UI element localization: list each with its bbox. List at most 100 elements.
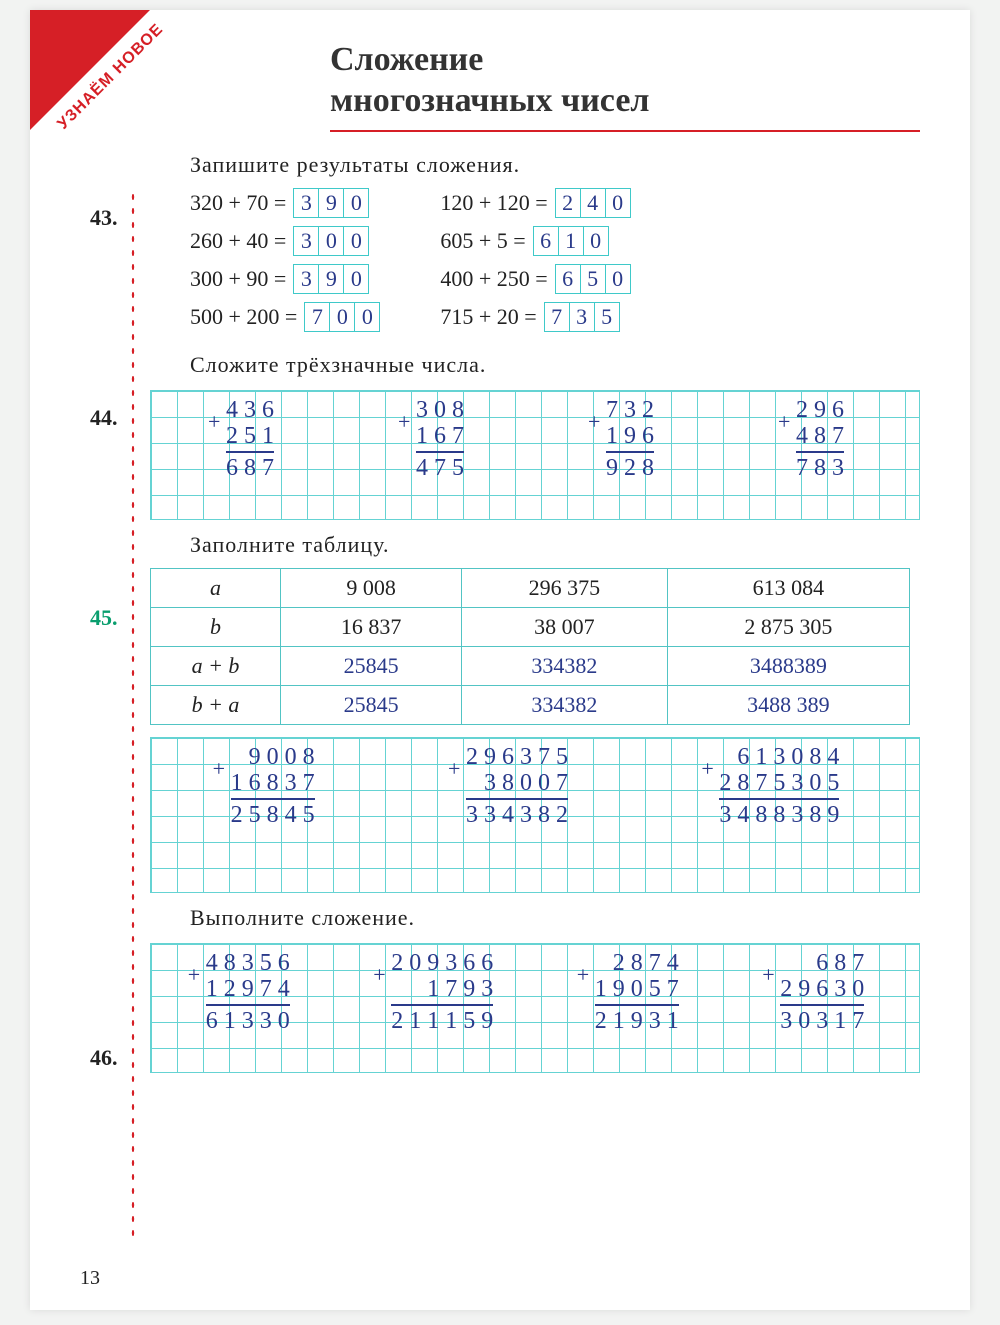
- equation-row: 300 + 90 = 390: [190, 264, 380, 294]
- plus-sign: +: [762, 962, 774, 988]
- cell: 25845: [281, 646, 462, 685]
- addend-bottom: 1 9 6: [606, 423, 654, 449]
- cell: 3488 389: [667, 685, 909, 724]
- answer-cell: 3: [293, 264, 319, 294]
- ex43-body: 320 + 70 =390260 + 40 =300300 + 90 =3905…: [190, 188, 920, 332]
- answer-boxes: 390: [294, 264, 369, 294]
- corner-triangle: [30, 10, 150, 130]
- answer-boxes: 650: [556, 264, 631, 294]
- page-number: 13: [80, 1267, 100, 1290]
- cell: 296 375: [462, 568, 668, 607]
- sum-line: [606, 451, 654, 453]
- ex45-number: 45.: [90, 605, 118, 631]
- answer-cell: 0: [343, 264, 369, 294]
- addend-top: 4 3 6: [226, 397, 274, 423]
- answer-cell: 0: [605, 188, 631, 218]
- ex45-work: +9 0 0 81 6 8 3 7 2 5 8 4 5 +2 9 6 3 7 53 …: [151, 738, 919, 834]
- sum-line: [226, 451, 274, 453]
- equation-row: 320 + 70 =390: [190, 188, 380, 218]
- plus-sign: +: [577, 962, 589, 988]
- answer-boxes: 390: [294, 188, 369, 218]
- equation-lhs: 120 + 120 =: [440, 190, 547, 216]
- sum-line: [796, 451, 844, 453]
- ex44-grid: +4 3 62 5 16 8 7+3 0 81 6 74 7 5+7 3 21 …: [150, 390, 920, 520]
- sum-line: [780, 1004, 864, 1006]
- vertical-addition: +3 0 81 6 74 7 5: [416, 397, 464, 481]
- equation-row: 120 + 120 = 240: [440, 188, 630, 218]
- sum-line: [231, 798, 315, 800]
- addend-bottom: 2 9 6 3 0: [780, 976, 864, 1002]
- ex44-instr: Сложите трёхзначные числа.: [190, 352, 920, 378]
- vertical-addition: +4 3 62 5 16 8 7: [226, 397, 274, 481]
- answer-cell: 0: [318, 226, 344, 256]
- sum-result: 2 5 8 4 5: [231, 802, 315, 828]
- cell: 25845: [281, 685, 462, 724]
- table-row: b + a 25845 334382 3488 389: [151, 685, 910, 724]
- answer-cell: 6: [555, 264, 581, 294]
- addend-bottom: 3 8 0 0 7: [466, 770, 568, 796]
- answer-cell: 0: [329, 302, 355, 332]
- equation-lhs: 500 + 200 =: [190, 304, 297, 330]
- answer-boxes: 240: [556, 188, 631, 218]
- row-header-ab: a + b: [151, 646, 281, 685]
- vertical-addition: +2 9 6 3 7 53 8 0 0 73 3 4 3 8 2: [466, 744, 568, 828]
- vertical-addition: +4 8 3 5 61 2 9 7 46 1 3 3 0: [206, 950, 290, 1034]
- ex43-instr: Запишите результаты сложения.: [190, 152, 920, 178]
- answer-cell: 0: [343, 188, 369, 218]
- sum-line: [719, 798, 839, 800]
- answer-cell: 6: [533, 226, 559, 256]
- ex46-grid: +4 8 3 5 61 2 9 7 46 1 3 3 0+2 0 9 3 6 6…: [150, 943, 920, 1073]
- title-line1: Сложение: [330, 41, 483, 78]
- addend-top: 3 0 8: [416, 397, 464, 423]
- answer-cell: 2: [555, 188, 581, 218]
- equation-lhs: 715 + 20 =: [440, 304, 536, 330]
- page-title: Сложение многозначных чисел: [330, 40, 920, 122]
- dotted-margin: [130, 190, 136, 1240]
- title-line2: многозначных чисел: [330, 82, 649, 119]
- plus-sign: +: [778, 409, 790, 435]
- plus-sign: +: [213, 756, 225, 782]
- answer-cell: 5: [594, 302, 620, 332]
- addend-top: 9 0 0 8: [231, 744, 315, 770]
- answer-cell: 5: [580, 264, 606, 294]
- sum-result: 3 4 8 8 3 8 9: [719, 802, 839, 828]
- equation-lhs: 605 + 5 =: [440, 228, 525, 254]
- answer-boxes: 610: [534, 226, 609, 256]
- addend-top: 2 8 7 4: [595, 950, 679, 976]
- equation-lhs: 300 + 90 =: [190, 266, 286, 292]
- answer-cell: 3: [293, 226, 319, 256]
- addend-bottom: 1 9 0 5 7: [595, 976, 679, 1002]
- ex45-work-grid: +9 0 0 81 6 8 3 7 2 5 8 4 5 +2 9 6 3 7 53 …: [150, 737, 920, 893]
- addend-bottom: 1 7 9 3: [391, 976, 493, 1002]
- addend-top: 7 3 2: [606, 397, 654, 423]
- ex46-number: 46.: [90, 1045, 118, 1071]
- addend-bottom: 1 6 7: [416, 423, 464, 449]
- page: УЗНАЁМ НОВОЕ Сложение многозначных чисел…: [30, 10, 970, 1310]
- vertical-addition: +7 3 21 9 69 2 8: [606, 397, 654, 481]
- sum-result: 3 0 3 1 7: [780, 1008, 864, 1034]
- answer-boxes: 700: [305, 302, 380, 332]
- ex45-table: a 9 008 296 375 613 084 b 16 837 38 007 …: [150, 568, 910, 725]
- vertical-addition: +9 0 0 81 6 8 3 72 5 8 4 5: [231, 744, 315, 828]
- cell: 613 084: [667, 568, 909, 607]
- equation-row: 400 + 250 = 650: [440, 264, 630, 294]
- answer-boxes: 300: [294, 226, 369, 256]
- equation-row: 500 + 200 = 700: [190, 302, 380, 332]
- table-row: a 9 008 296 375 613 084: [151, 568, 910, 607]
- addend-top: 2 9 6: [796, 397, 844, 423]
- addend-bottom: 1 6 8 3 7: [231, 770, 315, 796]
- title-rule: [330, 130, 920, 132]
- answer-cell: 9: [318, 264, 344, 294]
- plus-sign: +: [448, 756, 460, 782]
- answer-cell: 4: [580, 188, 606, 218]
- equation-lhs: 400 + 250 =: [440, 266, 547, 292]
- cell: 334382: [462, 685, 668, 724]
- ex44-number: 44.: [90, 405, 118, 431]
- ex46-stacks: +4 8 3 5 61 2 9 7 46 1 3 3 0+2 0 9 3 6 6…: [151, 944, 919, 1040]
- sum-result: 6 8 7: [226, 455, 274, 481]
- answer-cell: 3: [293, 188, 319, 218]
- equation-row: 715 + 20 =735: [440, 302, 630, 332]
- sum-line: [206, 1004, 290, 1006]
- sum-result: 6 1 3 3 0: [206, 1008, 290, 1034]
- sum-result: 2 1 1 1 5 9: [391, 1008, 493, 1034]
